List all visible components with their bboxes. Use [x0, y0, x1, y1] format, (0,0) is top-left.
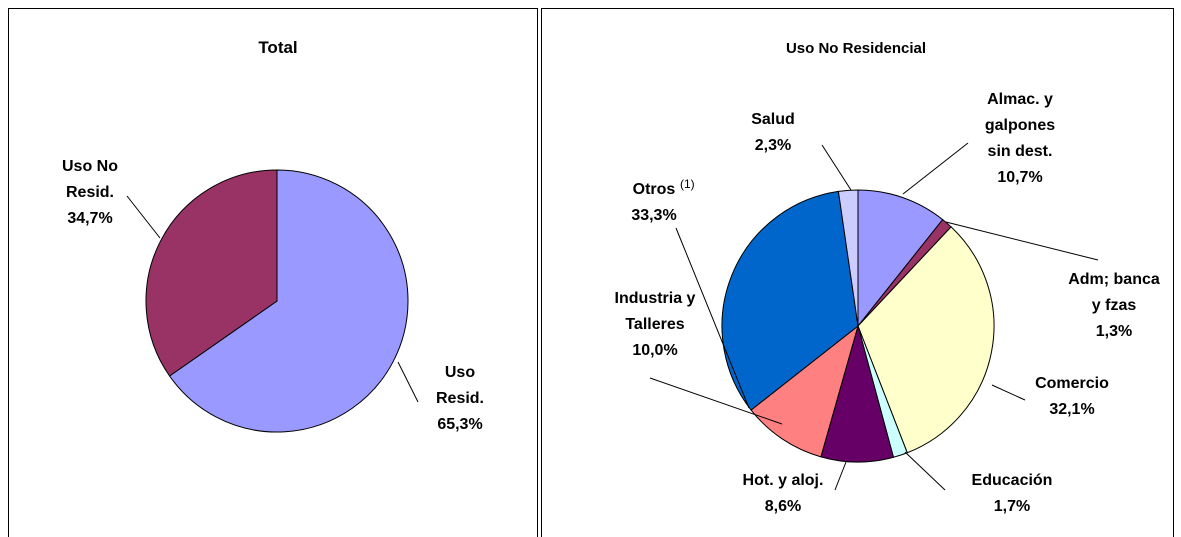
leader-line — [649, 377, 783, 425]
slice-label: Hot. y aloj. — [743, 472, 824, 489]
slice-label-line: Salud — [751, 111, 795, 128]
value-label: 65,3% — [437, 416, 482, 433]
slice-label-line: Almac. y — [987, 91, 1053, 108]
slice-label-line: Industria y — [615, 290, 696, 307]
slice-label: Almac. y galpones sin dest. — [985, 91, 1055, 160]
leader-line — [397, 361, 419, 403]
value-label: 33,3% — [631, 207, 676, 224]
slice-label: Uso Resid. — [436, 364, 484, 407]
slice-label-line: Hot. y aloj. — [743, 472, 824, 489]
slice-label: Industria y Talleres — [615, 290, 696, 333]
leader-line — [675, 227, 750, 409]
slice-label-line: Educación — [972, 472, 1053, 489]
slice-label-line: Adm; banca — [1068, 271, 1160, 288]
chart-title: Total — [258, 38, 297, 57]
leader-line — [904, 451, 946, 491]
slice-label: Uso No Resid. — [62, 158, 118, 201]
slice-label: Otros — [633, 181, 676, 198]
slice-label-line: Uso — [445, 364, 475, 381]
value-label: 1,3% — [1096, 323, 1132, 340]
value-label: 10,7% — [997, 169, 1042, 186]
slice-label-line: Resid. — [66, 184, 114, 201]
footnote-mark: (1) — [680, 177, 695, 191]
slice-label-line: Talleres — [625, 316, 684, 333]
pie-slice — [857, 189, 944, 328]
slice-label-line: sin dest. — [988, 143, 1053, 160]
value-label: 34,7% — [67, 210, 112, 227]
leader-line — [902, 142, 969, 195]
leader-line — [126, 195, 161, 239]
slice-label-line: galpones — [985, 117, 1055, 134]
slice-label: Salud — [751, 111, 795, 128]
slice-label-line: Resid. — [436, 390, 484, 407]
pie-slice — [837, 189, 859, 327]
slice-label: Comercio — [1035, 375, 1109, 392]
slice-label-line: y fzas — [1092, 297, 1137, 314]
value-label: 8,6% — [765, 498, 801, 515]
pie-slice — [145, 169, 278, 377]
value-label: 32,1% — [1049, 401, 1094, 418]
frame — [8, 8, 1174, 537]
pie-slice — [721, 190, 859, 411]
slice-label-line: Uso No — [62, 158, 118, 175]
leader-line — [821, 144, 852, 191]
pie-slice — [168, 169, 409, 433]
pie-slice — [857, 226, 995, 454]
leader-line — [834, 461, 847, 491]
slice-label: Adm; banca y fzas — [1068, 271, 1160, 314]
pie-slice — [750, 324, 859, 458]
value-label: 2,3% — [755, 137, 791, 154]
leader-line — [991, 384, 1026, 401]
value-label: 10,0% — [632, 342, 677, 359]
value-label: 1,7% — [994, 498, 1030, 515]
slice-label-line: Otros — [633, 181, 676, 198]
leader-line — [945, 221, 1099, 261]
slice-label: Educación — [972, 472, 1053, 489]
slice-label-line: Comercio — [1035, 375, 1109, 392]
chart-title: Uso No Residencial — [786, 40, 926, 57]
